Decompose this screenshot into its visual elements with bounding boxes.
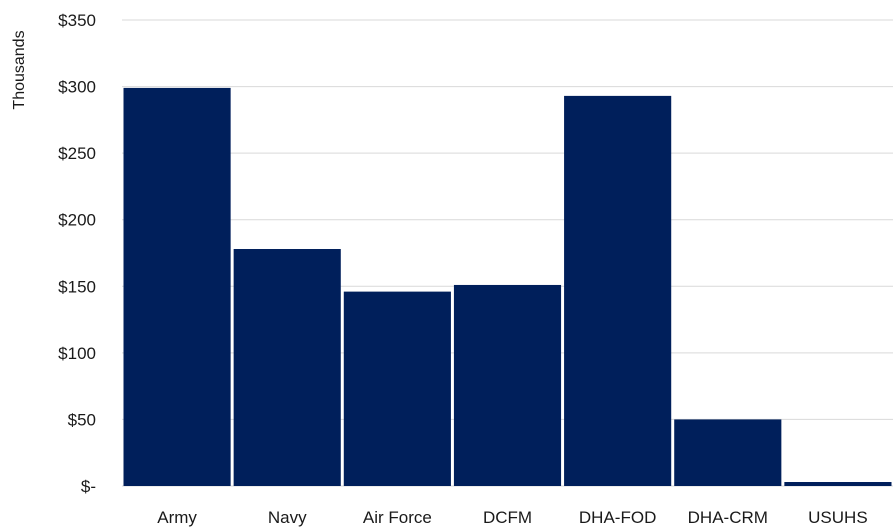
y-tick-labels: $- $50 $100 $150 $200 $250 $300 $350 bbox=[58, 11, 96, 496]
bar-air-force bbox=[343, 291, 451, 486]
x-tick-labels: Army Navy Air Force DCFM DHA-FOD DHA-CRM USUHS bbox=[157, 508, 867, 527]
x-tick-label: USUHS bbox=[808, 508, 868, 527]
bar-navy bbox=[233, 249, 341, 486]
y-tick-label: $250 bbox=[58, 144, 96, 163]
bar-army bbox=[123, 87, 231, 486]
x-tick-label: Navy bbox=[268, 508, 307, 527]
y-tick-label: $350 bbox=[58, 11, 96, 30]
x-tick-label: DHA-FOD bbox=[579, 508, 656, 527]
bars bbox=[123, 87, 892, 487]
y-tick-label: $200 bbox=[58, 211, 96, 230]
x-tick-label: DCFM bbox=[483, 508, 532, 527]
bar-dha-fod bbox=[564, 95, 672, 487]
bar-usuhs bbox=[784, 482, 892, 486]
y-tick-label: $300 bbox=[58, 78, 96, 97]
x-tick-label: Air Force bbox=[363, 508, 432, 527]
y-tick-label: $- bbox=[81, 477, 96, 496]
bar-dha-crm bbox=[674, 419, 782, 486]
y-tick-label: $50 bbox=[68, 410, 96, 429]
x-tick-label: DHA-CRM bbox=[688, 508, 768, 527]
y-tick-label: $100 bbox=[58, 344, 96, 363]
y-axis-title: Thousands bbox=[11, 30, 28, 109]
x-tick-label: Army bbox=[157, 508, 197, 527]
bar-dcfm bbox=[453, 284, 562, 486]
y-tick-label: $150 bbox=[58, 277, 96, 296]
